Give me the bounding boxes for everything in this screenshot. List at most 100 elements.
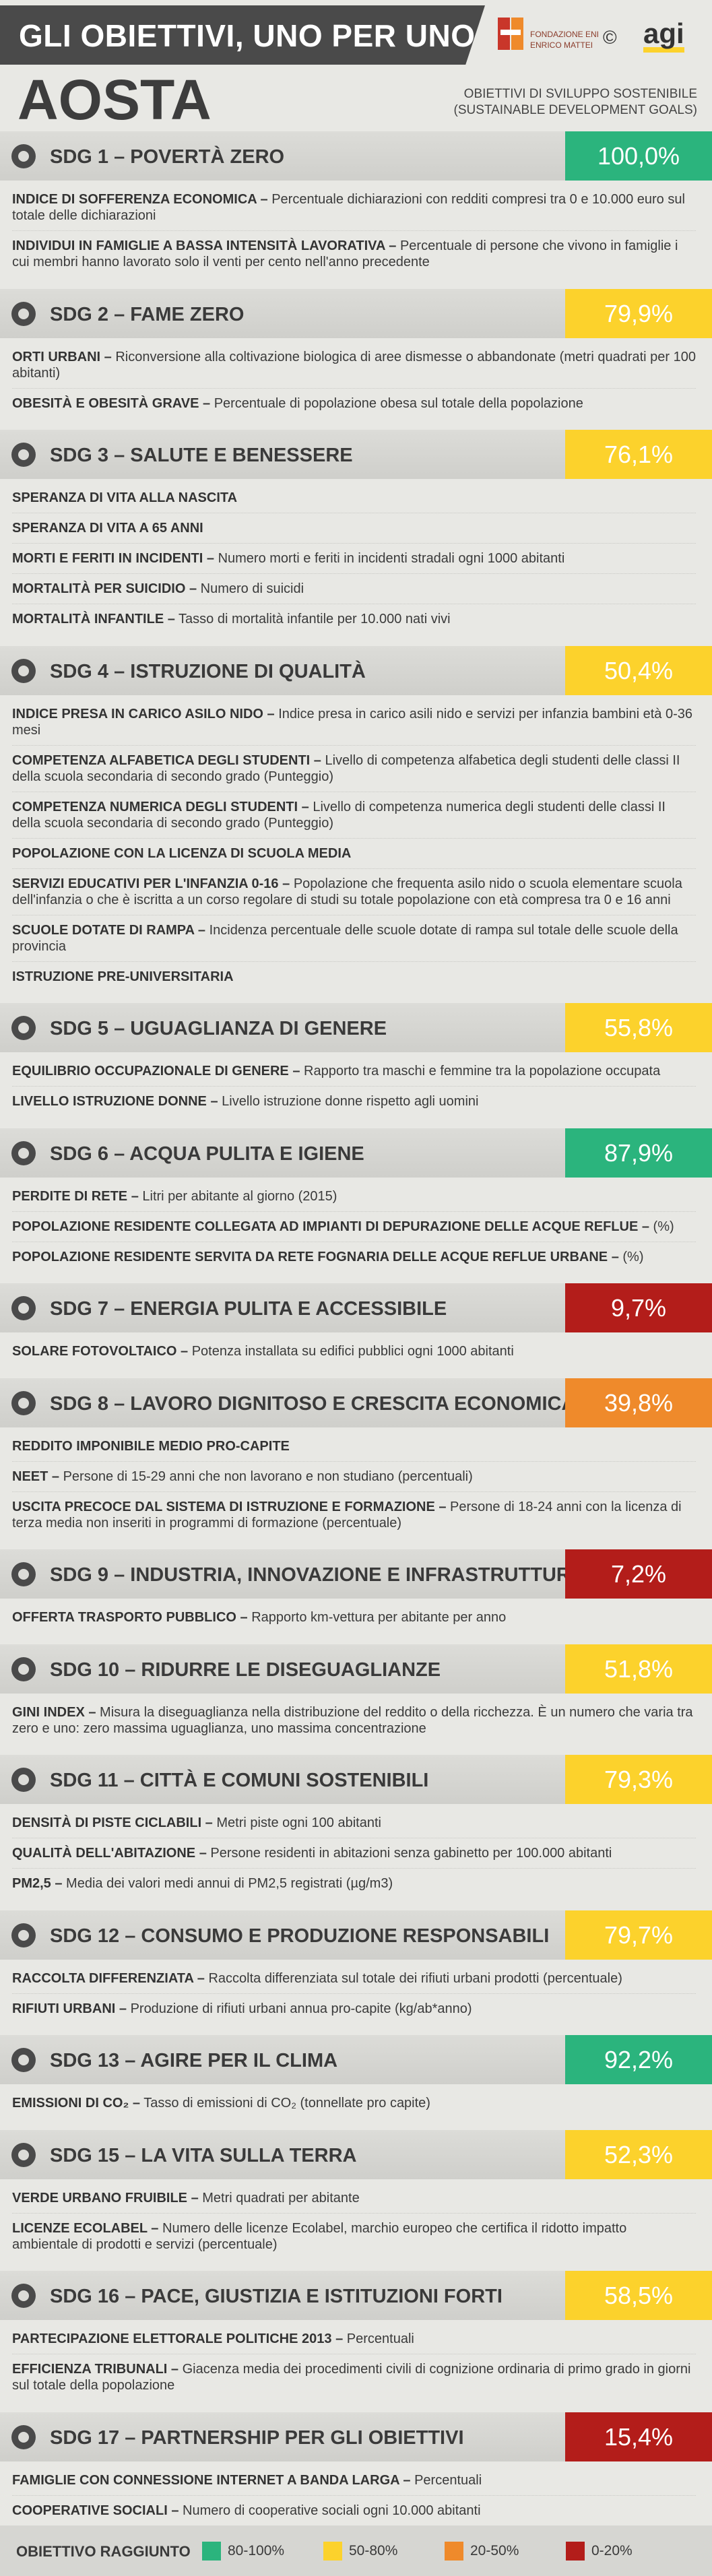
logo-text: ENRICO MATTEI (530, 40, 593, 50)
item: GINI INDEX – Misura la diseguaglianza ne… (12, 1698, 696, 1743)
item: SPERANZA DI VITA A 65 ANNI (12, 513, 696, 544)
icon (11, 1768, 36, 1793)
item: POPOLAZIONE RESIDENTE COLLEGATA AD IMPIA… (12, 1212, 696, 1242)
item-description: Livello di competenza alfabetica degli s… (12, 752, 680, 784)
sdg-title: – CONSUMO E PRODUZIONE RESPONSABILI (125, 1925, 550, 1947)
sdg-title: – ACQUA PULITA E IGIENE (114, 1142, 364, 1165)
city: AOSTA (18, 68, 212, 131)
item: SCUOLE DOTATE DI RAMPA – Incidenza perce… (12, 915, 696, 962)
score: 51,8% (565, 1644, 712, 1694)
item-name: USCITA PRECOCE DAL SISTEMA DI ISTRUZIONE… (12, 1499, 447, 1514)
section: SDG 11 – CITTÀ E COMUNI SOSTENIBILI 79,3%… (0, 1755, 712, 1898)
legend: OBIETTIVO RAGGIUNTO 80-100% 50-80% 20-50% 0… (0, 2525, 712, 2576)
agency-logo: agi (643, 20, 684, 53)
score: 79,7% (565, 1910, 712, 1960)
section-title: SDG 1 – POVERTÀ ZERO (50, 146, 284, 168)
section: SDG 12 – CONSUMO E PRODUZIONE RESPONSABI… (0, 1910, 712, 2024)
subtitle: OBIETTIVI DI SVILUPPO SOSTENIBILE (SUSTAI… (454, 86, 697, 119)
sdg-title: – LAVORO DIGNITOSO E CRESCITA ECONOMICA (114, 1392, 576, 1415)
section-title: SDG 12 – CONSUMO E PRODUZIONE RESPONSABI… (50, 1925, 549, 1947)
logo-text: FONDAZIONE ENI (530, 30, 600, 39)
item-name: RIFIUTI URBANI – (12, 2001, 127, 2016)
sdg-title: – ISTRUZIONE DI QUALITÀ (114, 660, 366, 682)
sdg-number: SDG 6 (50, 1142, 109, 1165)
section-title: SDG 6 – ACQUA PULITA E IGIENE (50, 1143, 364, 1165)
item-name: INDIVIDUI IN FAMIGLIE A BASSA INTENSITÀ … (12, 238, 397, 253)
item-description: Produzione di rifiuti urbani annua pro-c… (130, 2001, 472, 2016)
sdg-number: SDG 17 (50, 2426, 120, 2449)
item-description: Livello di competenza numerica degli stu… (12, 799, 666, 831)
item-description: Misura la diseguaglianza nella distribuz… (12, 1704, 693, 1736)
item-description: Tasso di emissioni di CO₂ (tonnellate pr… (143, 2096, 430, 2111)
item: COMPETENZA NUMERICA DEGLI STUDENTI – Liv… (12, 792, 696, 839)
icon (11, 658, 36, 683)
score: 58,5% (565, 2271, 712, 2321)
item: INDICE PRESA IN CARICO ASILO NIDO – Indi… (12, 699, 696, 746)
item-description: Incidenza percentuale delle scuole dotat… (12, 922, 678, 954)
item: VERDE URBANO FRUIBILE – Metri quadrati p… (12, 2183, 696, 2214)
score: 100,0% (565, 131, 712, 181)
sdg-title: – PARTNERSHIP PER GLI OBIETTIVI (125, 2426, 464, 2449)
section-header: SDG 4 – ISTRUZIONE DI QUALITÀ 50,4% (0, 645, 712, 695)
section: SDG 4 – ISTRUZIONE DI QUALITÀ 50,4% INDICE… (0, 645, 712, 992)
item: RACCOLTA DIFFERENZIATA – Raccolta differ… (12, 1964, 696, 1994)
title: GLI OBIETTIVI, UNO PER UNO (19, 18, 476, 53)
section: SDG 7 – ENERGIA PULITA E ACCESSIBILE 9,7%… (0, 1283, 712, 1366)
item-description: Livello istruzione donne rispetto agli u… (222, 1094, 479, 1109)
score: 15,4% (565, 2412, 712, 2461)
item-description: Persone residenti in abitazioni senza ga… (210, 1846, 612, 1861)
section: SDG 16 – PACE, GIUSTIZIA E ISTITUZIONI F… (0, 2271, 712, 2400)
section-header: SDG 3 – SALUTE E BENESSERE 76,1% (0, 430, 712, 480)
section-title: SDG 10 – RIDURRE LE DISEGUAGLIANZE (50, 1659, 441, 1681)
sdg-number: SDG 9 (50, 1564, 109, 1586)
item-description: Numero morti e feriti in incidenti strad… (218, 551, 565, 567)
legend-swatch (566, 2542, 585, 2561)
items: VERDE URBANO FRUIBILE – Metri quadrati p… (0, 2179, 712, 2259)
section-title: SDG 9 – INDUSTRIA, INNOVAZIONE E INFRAST… (50, 1564, 583, 1586)
item: INDIVIDUI IN FAMIGLIE A BASSA INTENSITÀ … (12, 231, 696, 277)
sdg-title: – CITTÀ E COMUNI SOSTENIBILI (123, 1770, 429, 1792)
item-name: MORTALITÀ INFANTILE – (12, 612, 175, 627)
sdg-number: SDG 2 (50, 303, 109, 325)
item-description: Raccolta differenziata sul totale dei ri… (208, 1970, 622, 1986)
item: LIVELLO ISTRUZIONE DONNE – Livello istru… (12, 1087, 696, 1116)
section: SDG 17 – PARTNERSHIP PER GLI OBIETTIVI 15… (0, 2412, 712, 2525)
sdg-title: – RIDURRE LE DISEGUAGLIANZE (125, 1659, 441, 1681)
sdg-number: SDG 16 (50, 2286, 120, 2308)
sdg-title: – AGIRE PER IL CLIMA (125, 2050, 338, 2072)
items: OFFERTA TRASPORTO PUBBLICO – Rapporto km… (0, 1599, 712, 1632)
icon (11, 443, 36, 468)
title-bar: GLI OBIETTIVI, UNO PER UNO (0, 5, 485, 65)
item-description: Media dei valori medi annui di PM2,5 reg… (66, 1876, 393, 1892)
item-description: Giacenza media dei procedimenti civili d… (12, 2362, 691, 2393)
section-header: SDG 5 – UGUAGLIANZA DI GENERE 55,8% (0, 1003, 712, 1053)
icon (11, 1562, 36, 1587)
legend-label: 80-100% (228, 2543, 285, 2558)
items: PARTECIPAZIONE ELETTORALE POLITICHE 2013… (0, 2320, 712, 2400)
item-description: Rapporto km-vettura per abitante per ann… (251, 1610, 507, 1625)
sdg-number: SDG 15 (50, 2144, 120, 2166)
icon (11, 1296, 36, 1321)
section-header: SDG 13 – AGIRE PER IL CLIMA 92,2% (0, 2035, 712, 2085)
item-name: COMPETENZA NUMERICA DEGLI STUDENTI – (12, 799, 309, 814)
sdg-title: – FAME ZERO (114, 303, 245, 325)
item-name: FAMIGLIE CON CONNESSIONE INTERNET A BAND… (12, 2472, 411, 2488)
score: 92,2% (565, 2035, 712, 2085)
icon (11, 144, 36, 168)
item: COOPERATIVE SOCIALI – Numero di cooperat… (12, 2496, 696, 2525)
item-description: Persone di 18-24 anni con la licenza di … (12, 1499, 682, 1531)
item: NEET – Persone di 15-29 anni che non lav… (12, 1462, 696, 1492)
legend-title: OBIETTIVO RAGGIUNTO (16, 2543, 191, 2560)
item: PM2,5 – Media dei valori medi annui di P… (12, 1869, 696, 1898)
section: SDG 13 – AGIRE PER IL CLIMA 92,2% EMISSION… (0, 2035, 712, 2118)
sdg-number: SDG 5 (50, 1018, 109, 1040)
legend-entry: 50-80% (323, 2542, 397, 2561)
item: PERDITE DI RETE – Litri per abitante al … (12, 1182, 696, 1212)
item-description: Percentuali (414, 2472, 482, 2488)
icon (11, 2284, 36, 2309)
item-name: QUALITÀ DELL'ABITAZIONE – (12, 1846, 207, 1861)
items: INDICE PRESA IN CARICO ASILO NIDO – Indi… (0, 695, 712, 992)
items: SOLARE FOTOVOLTAICO – Potenza installata… (0, 1332, 712, 1366)
score: 76,1% (565, 430, 712, 480)
item-name: VERDE URBANO FRUIBILE – (12, 2190, 199, 2205)
